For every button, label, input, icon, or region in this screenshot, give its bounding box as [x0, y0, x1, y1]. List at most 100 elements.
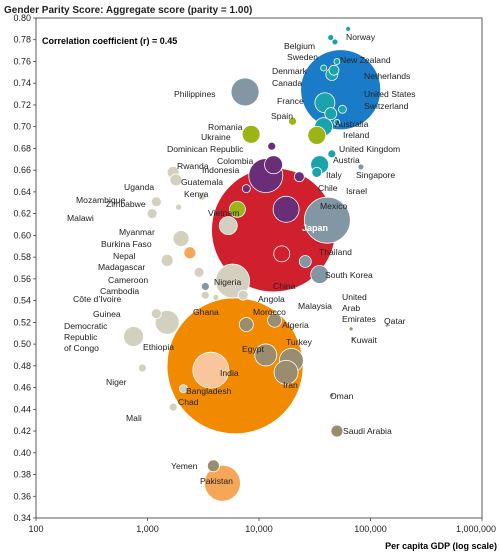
label-guatemala: Guatemala [181, 177, 223, 187]
correlation-annotation: Correlation coefficient (r) = 0.45 [42, 36, 177, 46]
bubble-switzerland [338, 104, 347, 114]
y-tick-label: 0.54 [13, 296, 31, 306]
y-tick-label: 0.56 [13, 274, 31, 284]
y-tick-label: 0.74 [13, 78, 31, 88]
label-burkina-faso: Burkina Faso [101, 239, 152, 249]
bubble-pakistan [204, 464, 241, 502]
label-malawi: Malawi [67, 213, 94, 223]
label-indonesia: Indonesia [202, 165, 239, 175]
chart-title: Gender Parity Score: Aggregate score (pa… [4, 5, 252, 16]
label-algeria: Algeria [282, 320, 309, 330]
label-singapore: Singapore [356, 170, 395, 180]
label-mali: Mali [126, 413, 142, 423]
label-new-zealand: New Zealand [340, 55, 391, 65]
bubble-niger [137, 363, 147, 373]
bubble-spain [307, 125, 327, 145]
bubble-madagascar [160, 253, 174, 267]
bubble-oman [329, 392, 335, 398]
bubble-guatemala [241, 184, 251, 194]
bubble-ukraine [241, 124, 261, 144]
y-tick-label: 0.60 [13, 230, 31, 240]
label-australia: Australia [335, 119, 369, 129]
bubble-cameroon [193, 266, 205, 278]
label-bangladesh: Bangladesh [186, 386, 232, 396]
label-italy: Italy [326, 170, 342, 180]
bubble-myanmar [218, 216, 238, 236]
bubble-ireland [333, 118, 341, 126]
y-tick-label: 0.78 [13, 35, 31, 45]
label-chile: Chile [318, 183, 338, 193]
label-yemen: Yemen [171, 461, 198, 471]
bubble-austria [327, 149, 337, 159]
label-uganda: Uganda [124, 182, 154, 192]
label-rwanda: Rwanda [177, 161, 209, 171]
bubble-iran [273, 359, 299, 385]
bubble-layer [123, 25, 389, 502]
label-qatar: Qatar [384, 316, 406, 326]
y-tick-label: 0.52 [13, 317, 31, 327]
bubble-sweden [331, 38, 339, 46]
label-dominican-republic: Dominican Republic [167, 144, 244, 154]
label-chad: Chad [178, 397, 199, 407]
label-kuwait: Kuwait [351, 335, 377, 345]
x-tick-label: 100 [28, 524, 43, 534]
bubble-nepal [183, 246, 197, 260]
label-morocco: Morocco [253, 307, 286, 317]
label-austria: Austria [333, 155, 360, 165]
bubble-ethiopia [154, 309, 180, 335]
y-axis: 0.34 0.36 0.38 0.40 0.42 0.44 0.46 0.48 0.50 0.52… [13, 13, 36, 523]
x-axis-label: Per capita GDP (log scale) [385, 541, 497, 551]
bubble-mexico [272, 195, 300, 223]
bubble-ghana [212, 293, 220, 301]
bubble-egypt [254, 343, 278, 367]
label-china: China [273, 281, 296, 291]
label-india: India [220, 368, 239, 378]
label-zimbabwe: Zimbabwe [106, 199, 146, 209]
bubble-vietnam [228, 200, 246, 218]
label-philippines: Philippines [174, 89, 216, 99]
x-tick-label: 1,000 [136, 524, 159, 534]
bubble-kenya [197, 191, 207, 201]
bubble-malawi [146, 208, 158, 220]
y-tick-label: 0.44 [13, 404, 31, 414]
y-tick-label: 0.48 [13, 361, 31, 371]
label-united-arab-emirates: Emirates [342, 314, 376, 324]
bubble-dominican-republic [267, 141, 277, 151]
label-france: France [277, 96, 304, 106]
bubble-morocco [238, 317, 254, 332]
y-tick-label: 0.58 [13, 252, 31, 262]
bubble-israel [311, 166, 323, 178]
label-denmark: Denmark [272, 66, 308, 76]
label-united-arab-emirates: Arab [342, 303, 360, 313]
label-iran: Iran [283, 380, 298, 390]
bubble-denmark [333, 58, 341, 65]
label-pakistan: Pakistan [200, 476, 233, 486]
bubble-malaysia [298, 255, 312, 268]
bubble-south-korea [310, 265, 330, 284]
bubble-nigeria [215, 263, 251, 299]
label-kenya: Kenya [184, 189, 209, 199]
y-tick-label: 0.38 [13, 470, 31, 480]
bubble-democratic-republic-of-congo [123, 326, 144, 347]
label-democratic-republic-of-congo: Republic [64, 332, 98, 342]
y-tick-label: 0.72 [13, 100, 31, 110]
label-israel: Israel [346, 186, 367, 196]
label-cambodia: Cambodia [100, 286, 139, 296]
x-tick-label: 1,000,000 [456, 524, 496, 534]
y-tick-label: 0.40 [13, 448, 31, 458]
bubble-guinea [150, 308, 162, 320]
label-niger: Niger [106, 377, 127, 387]
label-angola: Angola [258, 294, 285, 304]
label-madagascar: Madagascar [98, 262, 145, 272]
bubble-thailand [273, 245, 291, 263]
bubble-chile [293, 171, 305, 183]
label-ireland: Ireland [343, 130, 369, 140]
label-united-kingdom: United Kingdom [339, 144, 400, 154]
y-tick-label: 0.36 [13, 491, 31, 501]
label-turkey: Turkey [286, 337, 313, 347]
bubble-burkina-faso [172, 230, 190, 248]
bubble-zimbabwe [175, 203, 182, 211]
label-mozambique: Mozambique [76, 195, 125, 205]
bubble-philippines [230, 77, 260, 107]
